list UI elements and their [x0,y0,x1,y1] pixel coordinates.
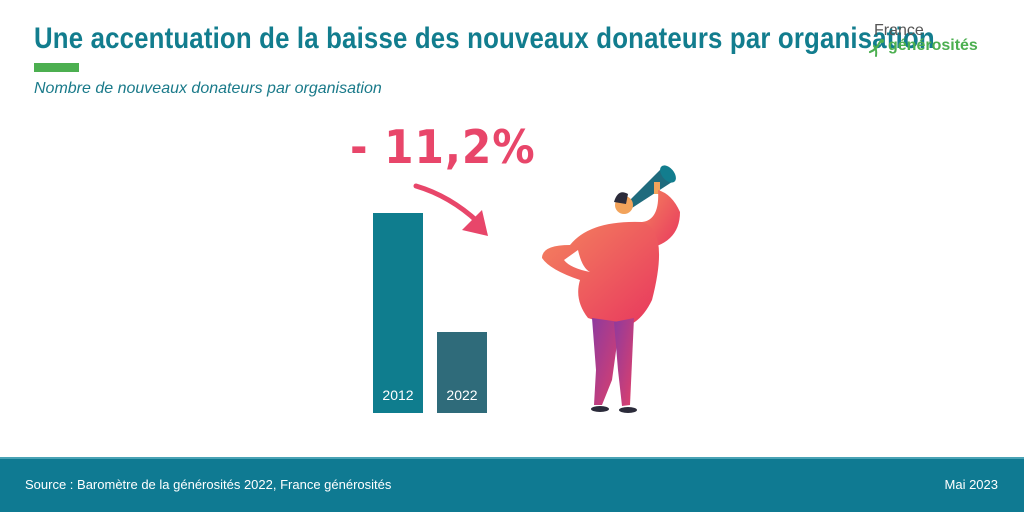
person-with-megaphone-illustration [542,165,680,413]
chart-subtitle: Nombre de nouveaux donateurs par organis… [34,80,382,97]
bar-label-2012: 2012 [382,387,414,403]
runner-icon [868,39,884,57]
footer: Source : Baromètre de la générosités 202… [0,457,1024,512]
source-note: Source : Baromètre de la générosités 202… [25,477,392,492]
bar-label-2022: 2022 [446,387,478,403]
publication-date: Mai 2023 [944,477,998,492]
change-percentage: - 11,2% [350,120,536,174]
logo-line1: France [874,22,924,39]
title-accent-bar [34,63,79,72]
logo-line2: générosités [888,37,978,54]
bar-2012: 2012 [373,213,423,413]
page-title: Une accentuation de la baisse des nouvea… [34,22,935,55]
down-arrow-icon [413,183,488,236]
bar-2022: 2022 [437,332,487,413]
france-generosites-logo: France générosités [868,22,1008,62]
